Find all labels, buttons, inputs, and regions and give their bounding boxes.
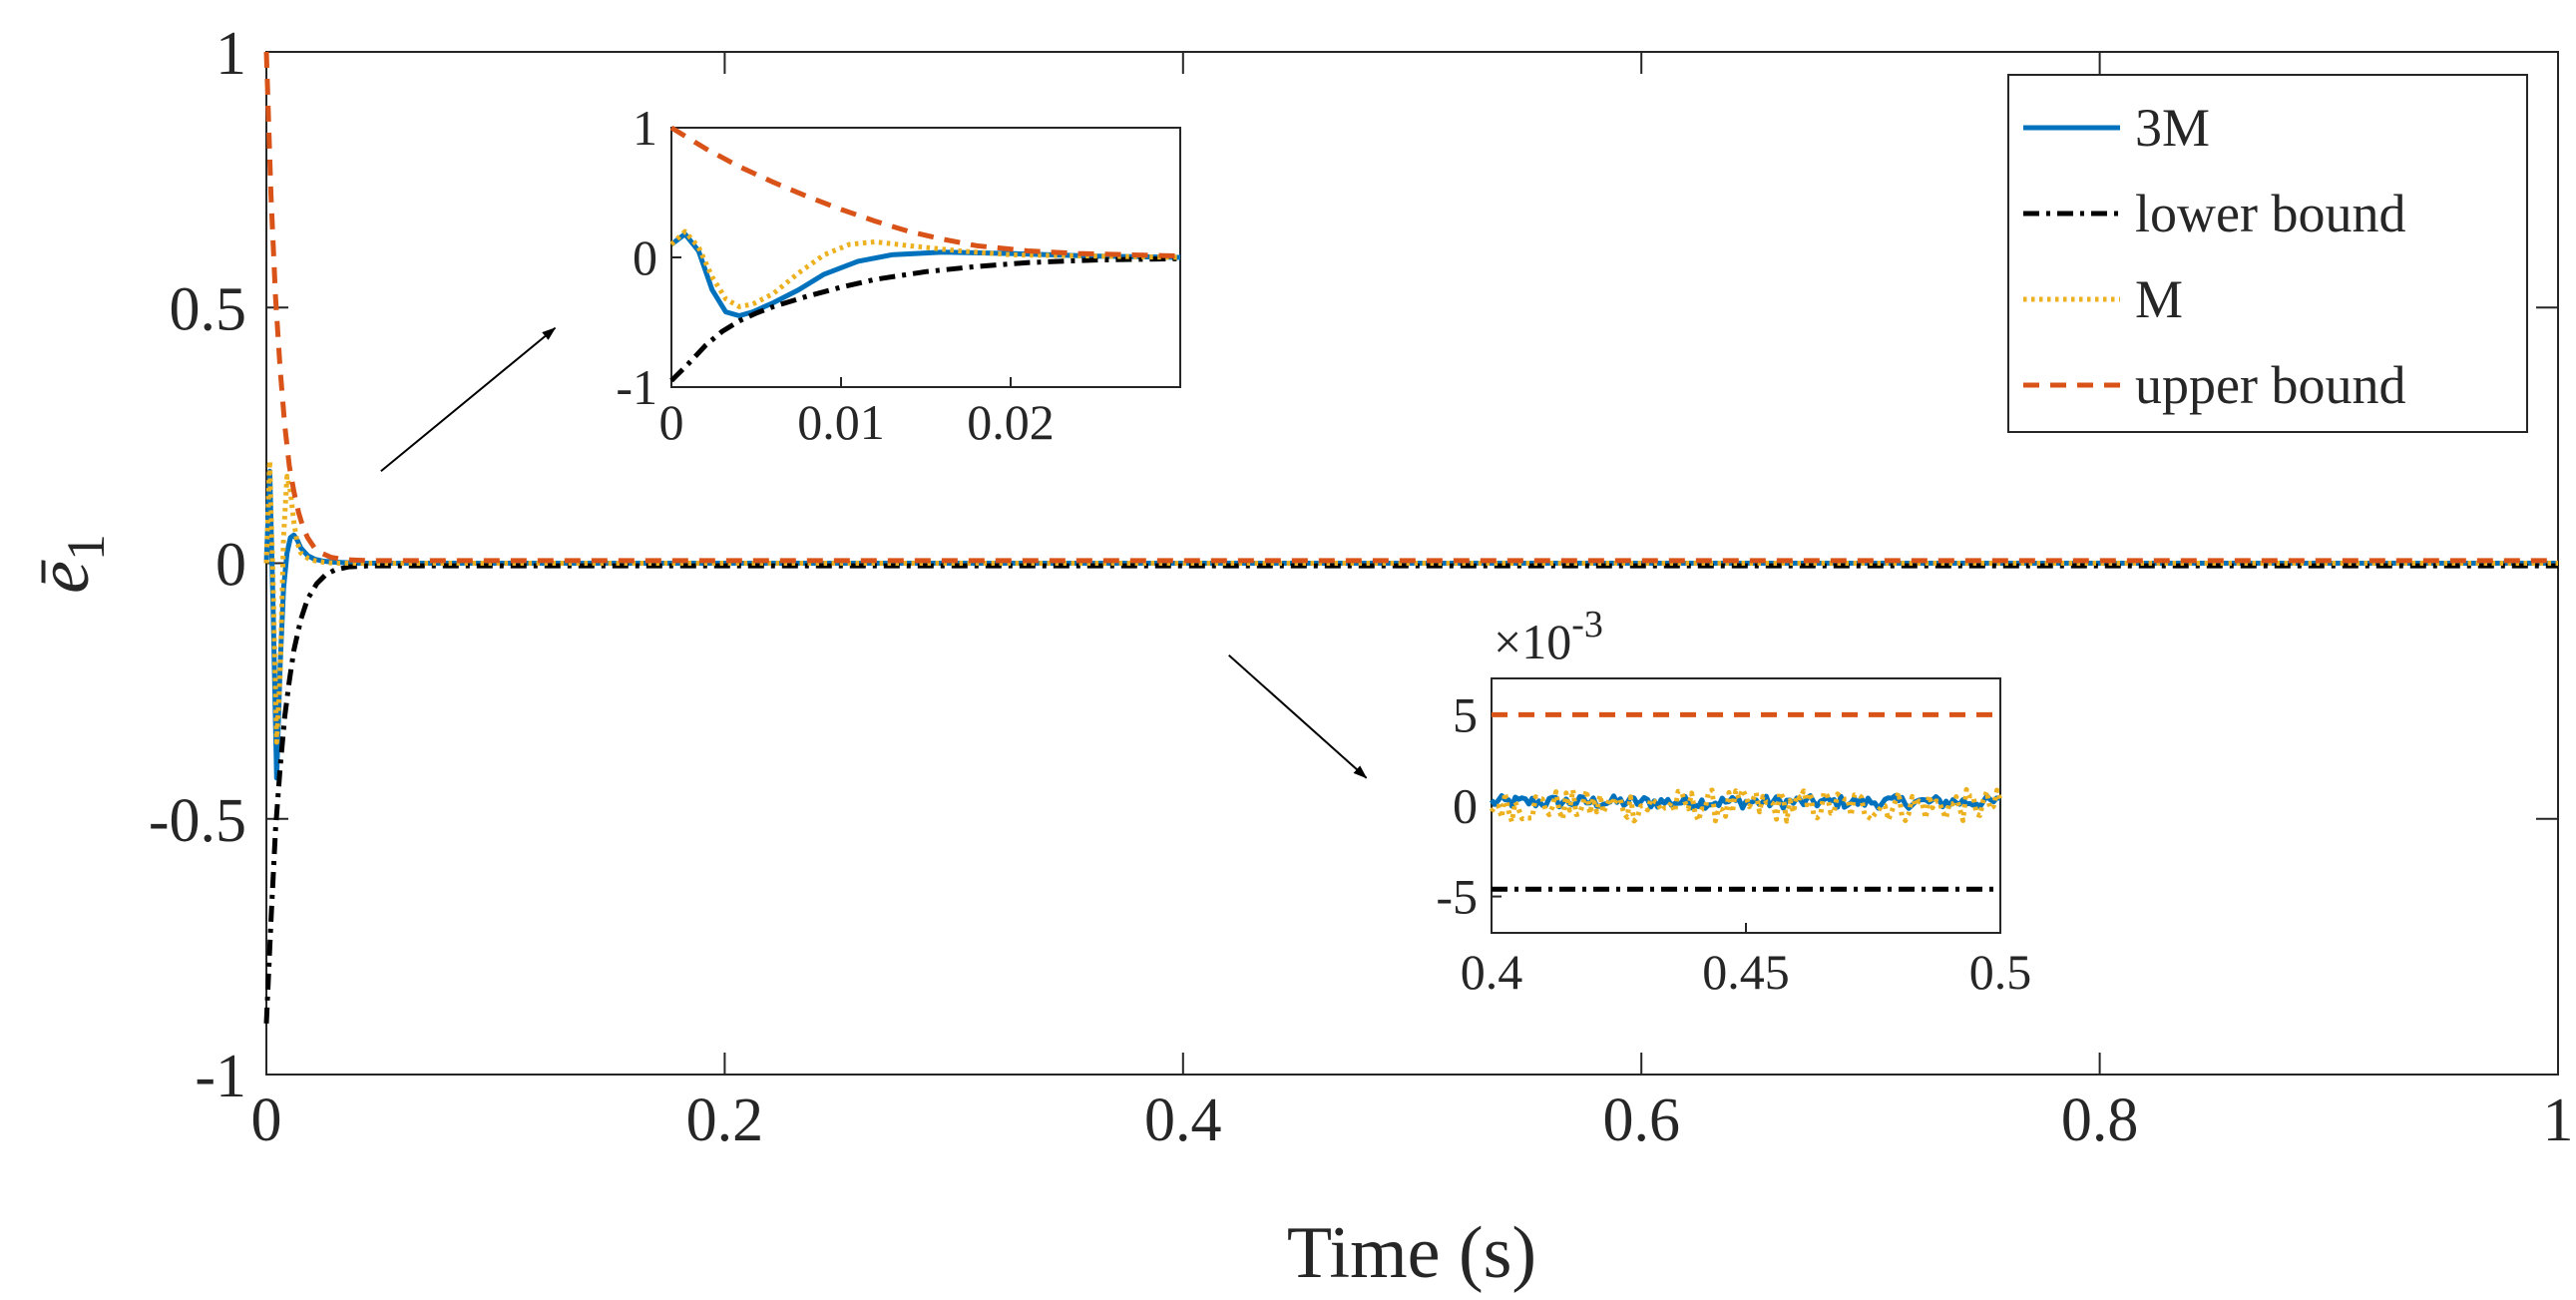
inset-steady-series	[1489, 711, 2003, 892]
x-tick-label: 0.01	[797, 394, 885, 450]
inset-early-transient: 0 0.01 0.02 -101	[616, 100, 1181, 450]
x-tick-label: 0.2	[686, 1086, 764, 1154]
inset-early-series	[669, 125, 1181, 383]
inset-steady-scale-factor: ×10-3	[1494, 604, 1603, 669]
y-axis-title: ē1	[23, 534, 116, 594]
main-y-ticks: -1 -0.5 0 0.5 1	[149, 20, 2558, 1110]
y-tick-label: -1	[195, 1043, 246, 1110]
x-tick-label: 0	[251, 1086, 282, 1154]
series-m	[263, 458, 2558, 745]
inset-steady-state: 0.4 0.45 0.5 -5 0 5 ×10-3	[1436, 604, 2031, 1000]
series-upper-bound	[669, 125, 1181, 259]
legend-label: lower bound	[2135, 184, 2405, 243]
legend-label: upper bound	[2135, 355, 2405, 415]
y-tick-label: 0	[1453, 778, 1478, 834]
inset-steady-x-ticks: 0.4 0.45 0.5	[1461, 923, 2032, 1000]
legend-label: M	[2135, 269, 2183, 329]
y-axis-title-subscript: 1	[56, 534, 116, 561]
x-tick-label: 0.02	[967, 394, 1055, 450]
x-tick-label: 0.4	[1461, 944, 1523, 1000]
series-upper-bound	[263, 51, 2558, 564]
x-tick-label: 0.6	[1602, 1086, 1680, 1154]
arrow-to-steady-inset	[1228, 654, 1368, 779]
series-m	[1489, 786, 2003, 825]
x-tick-label: 0.5	[1969, 944, 2032, 1000]
y-axis-title-main: ē1	[23, 534, 116, 594]
y-axis-title-symbol: ē	[23, 560, 105, 594]
x-tick-label: 0.4	[1144, 1086, 1222, 1154]
x-axis-title: Time (s)	[1287, 1212, 1536, 1294]
y-tick-label: -0.5	[149, 787, 246, 855]
y-tick-label: 0.5	[170, 275, 247, 343]
y-tick-label: 5	[1453, 686, 1478, 742]
inset-early-y-ticks: -1 0 1	[616, 100, 681, 415]
series-m	[669, 228, 1181, 309]
y-tick-label: 0	[215, 532, 246, 600]
x-tick-label: 0.45	[1702, 944, 1790, 1000]
x-tick-label: 0.8	[2061, 1086, 2139, 1154]
y-tick-label: -5	[1436, 869, 1478, 925]
legend-box	[2007, 74, 2528, 433]
series-lower-bound	[263, 563, 2558, 1024]
y-tick-label: 1	[215, 20, 246, 88]
series-3m	[263, 468, 2558, 781]
main-series	[263, 51, 2558, 1024]
arrow-to-early-inset	[380, 326, 557, 473]
y-tick-label: 0	[633, 229, 657, 285]
inset-steady-y-ticks: -5 0 5	[1436, 686, 1502, 925]
main-x-ticks: 0 0.2 0.4 0.6 0.8 1	[251, 52, 2574, 1154]
legend-label: 3M	[2135, 98, 2210, 158]
y-tick-label: -1	[616, 359, 657, 415]
annotations	[380, 326, 1368, 779]
x-tick-label: 1	[2543, 1086, 2574, 1154]
y-tick-label: 1	[633, 100, 657, 156]
x-tick-label: 0	[659, 394, 684, 450]
main-axes: 0 0.2 0.4 0.6 0.8 1 -1-0.500.51 Time (s) ē1	[23, 20, 2574, 1294]
